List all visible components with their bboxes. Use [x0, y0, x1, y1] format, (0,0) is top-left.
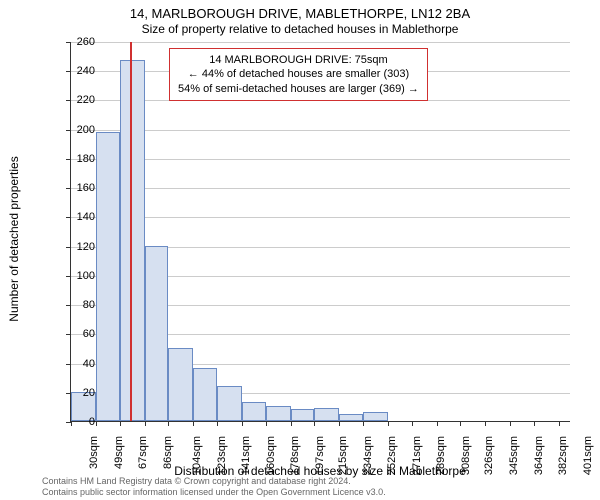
- histogram-bar: [217, 386, 242, 421]
- x-tick-mark: [120, 421, 121, 426]
- x-tick-label: 382sqm: [557, 436, 569, 475]
- x-tick-mark: [485, 421, 486, 426]
- x-tick-label: 49sqm: [113, 436, 125, 469]
- x-tick-mark: [460, 421, 461, 426]
- x-tick-mark: [145, 421, 146, 426]
- gridline: [71, 159, 570, 160]
- gridline: [71, 42, 570, 43]
- histogram-bar: [291, 409, 315, 421]
- x-tick-label: 104sqm: [192, 436, 204, 475]
- histogram-bar: [363, 412, 388, 421]
- y-tick-label: 60: [65, 328, 95, 340]
- y-tick-label: 80: [65, 299, 95, 311]
- x-tick-mark: [291, 421, 292, 426]
- footer-line-1: Contains HM Land Registry data © Crown c…: [42, 476, 386, 487]
- footer-line-2: Contains public sector information licen…: [42, 487, 386, 498]
- chart-container: 14, MARLBOROUGH DRIVE, MABLETHORPE, LN12…: [0, 0, 600, 500]
- x-tick-label: 86sqm: [162, 436, 174, 469]
- y-tick-label: 260: [65, 36, 95, 48]
- x-tick-mark: [242, 421, 243, 426]
- histogram-bar: [266, 406, 291, 421]
- chart-subtitle: Size of property relative to detached ho…: [0, 22, 600, 36]
- x-tick-label: 30sqm: [88, 436, 100, 469]
- y-tick-label: 180: [65, 153, 95, 165]
- x-tick-label: 271sqm: [411, 436, 423, 475]
- y-tick-label: 40: [65, 358, 95, 370]
- x-tick-mark: [559, 421, 560, 426]
- x-tick-mark: [266, 421, 267, 426]
- y-tick-label: 100: [65, 270, 95, 282]
- y-tick-label: 20: [65, 387, 95, 399]
- histogram-bar: [242, 402, 266, 421]
- annotation-line: ← 44% of detached houses are smaller (30…: [178, 67, 419, 81]
- x-tick-label: 308sqm: [460, 436, 472, 475]
- x-tick-mark: [168, 421, 169, 426]
- gridline: [71, 130, 570, 131]
- plot-area: 14 MARLBOROUGH DRIVE: 75sqm← 44% of deta…: [70, 42, 570, 422]
- x-tick-label: 67sqm: [137, 436, 149, 469]
- y-tick-label: 240: [65, 65, 95, 77]
- annotation-box: 14 MARLBOROUGH DRIVE: 75sqm← 44% of deta…: [169, 48, 428, 101]
- y-tick-label: 140: [65, 211, 95, 223]
- histogram-bar: [314, 408, 339, 421]
- x-tick-label: 178sqm: [289, 436, 301, 475]
- property-marker-line: [130, 42, 132, 421]
- x-tick-label: 123sqm: [217, 436, 229, 475]
- x-tick-mark: [363, 421, 364, 426]
- x-tick-mark: [534, 421, 535, 426]
- x-tick-mark: [193, 421, 194, 426]
- x-tick-label: 289sqm: [435, 436, 447, 475]
- x-tick-label: 197sqm: [314, 436, 326, 475]
- histogram-bar: [145, 246, 169, 421]
- gridline: [71, 188, 570, 189]
- y-tick-label: 120: [65, 241, 95, 253]
- chart-title: 14, MARLBOROUGH DRIVE, MABLETHORPE, LN12…: [0, 6, 600, 21]
- y-tick-label: 160: [65, 182, 95, 194]
- x-tick-label: 234sqm: [363, 436, 375, 475]
- chart-footer: Contains HM Land Registry data © Crown c…: [42, 476, 386, 498]
- y-tick-label: 220: [65, 94, 95, 106]
- y-axis-label: Number of detached properties: [7, 156, 21, 321]
- gridline: [71, 217, 570, 218]
- x-tick-label: 160sqm: [265, 436, 277, 475]
- annotation-line: 14 MARLBOROUGH DRIVE: 75sqm: [178, 53, 419, 67]
- x-tick-label: 345sqm: [509, 436, 521, 475]
- x-tick-label: 252sqm: [386, 436, 398, 475]
- x-tick-mark: [217, 421, 218, 426]
- x-tick-label: 401sqm: [582, 436, 594, 475]
- x-tick-label: 326sqm: [484, 436, 496, 475]
- x-tick-label: 141sqm: [240, 436, 252, 475]
- x-tick-label: 364sqm: [534, 436, 546, 475]
- x-tick-mark: [388, 421, 389, 426]
- histogram-bar: [193, 368, 217, 421]
- y-tick-label: 0: [65, 416, 95, 428]
- y-tick-label: 200: [65, 124, 95, 136]
- histogram-bar: [168, 348, 193, 421]
- x-tick-mark: [412, 421, 413, 426]
- x-tick-mark: [437, 421, 438, 426]
- x-tick-label: 215sqm: [338, 436, 350, 475]
- x-tick-mark: [339, 421, 340, 426]
- x-tick-mark: [96, 421, 97, 426]
- histogram-bar: [96, 132, 120, 421]
- x-tick-mark: [314, 421, 315, 426]
- histogram-bar: [339, 414, 363, 421]
- x-tick-mark: [510, 421, 511, 426]
- annotation-line: 54% of semi-detached houses are larger (…: [178, 82, 419, 96]
